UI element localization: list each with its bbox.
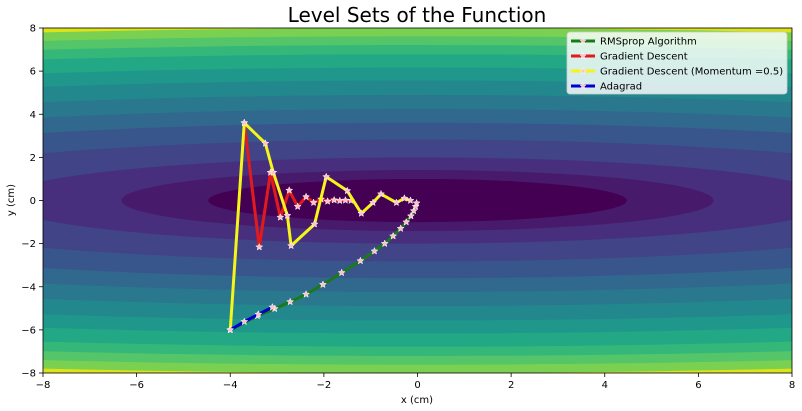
data-point [370,246,379,255]
data-point [269,168,278,176]
x-tick-label: −8 [36,380,51,391]
legend-marker [579,37,587,45]
data-point [376,189,386,198]
series-layer [226,118,421,334]
x-tick-label: −4 [223,380,238,391]
data-point [323,197,332,205]
data-point [392,198,401,207]
chart-title: Level Sets of the Function [288,3,547,27]
y-tick-label: 8 [30,24,36,35]
data-point [302,192,311,201]
data-point [380,239,389,248]
x-tick-label: −2 [317,380,332,391]
y-tick-label: 0 [30,196,36,207]
data-point [285,186,294,194]
x-tick-label: −6 [129,380,144,391]
x-tick-label: 2 [508,380,514,391]
x-tick-label: 0 [414,380,420,391]
x-tick-label: 6 [695,380,701,391]
y-axis: −8 −6 −4 −2 0 2 4 6 8 [21,24,43,380]
y-tick-label: 6 [30,67,36,78]
y-tick-label: −4 [21,282,36,293]
data-point [396,224,405,232]
data-point [226,325,235,334]
y-tick-label: 4 [30,110,36,121]
data-point [400,194,409,202]
data-point [283,211,292,220]
y-tick-label: −2 [21,239,36,250]
legend-label: Gradient Descent (Momentum =0.5) [600,67,783,78]
x-axis-label: x (cm) [401,395,433,406]
data-point [318,280,327,289]
legend-marker [579,52,587,60]
x-tick-label: 4 [602,380,608,391]
data-point [310,219,319,228]
x-tick-label: 8 [789,380,795,391]
data-point [254,310,263,318]
data-point [356,256,365,265]
data-point [402,217,411,226]
data-point [255,242,264,251]
legend-marker [579,82,587,90]
data-point [286,297,295,306]
y-tick-label: −6 [21,325,36,336]
data-point [389,231,398,240]
data-point [368,198,378,207]
legend: RMSprop Algorithm Gradient Descent Gradien… [566,31,788,95]
data-point [341,196,350,204]
data-point [412,198,421,207]
data-point [261,139,270,147]
y-axis-label: y (cm) [6,184,17,216]
series-2 [226,118,415,334]
data-point [293,202,302,210]
legend-label: Gradient Descent [600,52,688,63]
data-point [240,118,249,127]
data-point [406,211,415,220]
data-point [268,302,277,311]
data-point [302,290,311,298]
series-1 [240,118,356,251]
series-line [229,305,274,332]
data-point [330,195,339,204]
x-axis: −8 −6 −4 −2 0 2 4 6 8 [36,373,795,391]
legend-marker [579,67,587,75]
legend-label: Adagrad [600,82,642,93]
data-point [322,172,331,181]
contour-band [208,178,627,223]
legend-box [566,31,788,95]
data-point [276,213,285,221]
data-point [337,268,346,277]
data-point [409,206,418,215]
series-3 [226,302,277,334]
y-tick-label: 2 [30,153,36,164]
y-tick-label: −8 [21,369,36,380]
data-point [240,317,249,326]
legend-label: RMSprop Algorithm [600,37,697,48]
data-point [343,186,352,195]
data-point [309,198,318,207]
data-point [406,196,415,204]
data-point [287,241,296,250]
data-point [357,209,366,217]
